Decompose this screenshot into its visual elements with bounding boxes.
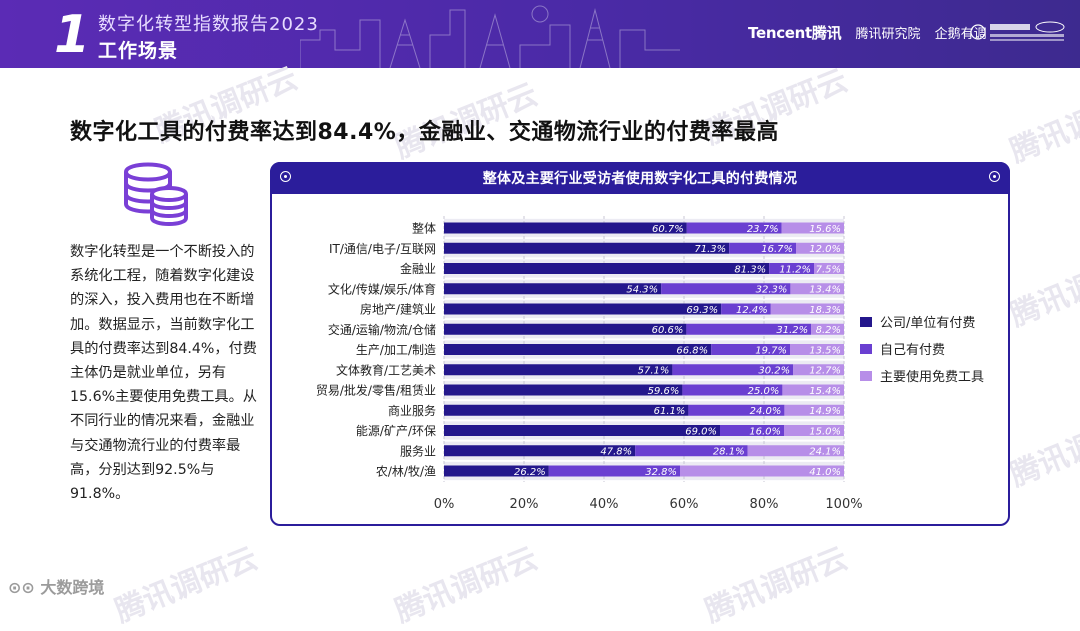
tencent-logo: Tencent腾讯 [748,24,842,42]
section-title: 工作场景 [98,40,179,62]
penguin-survey-logo: 企鹅有调 [934,27,987,42]
tencent-research-logo: 腾讯研究院 [855,27,921,42]
chart-title: 整体及主要行业受访者使用数字化工具的付费情况 [482,171,798,187]
watermark: 腾讯调研云 [1005,244,1080,334]
report-title: 数字化转型指数报告2023 [98,14,319,35]
watermark: 腾讯调研云 [700,540,853,630]
brand-icon: ⊙⊙ [8,578,35,597]
watermark: 腾讯调研云 [390,540,543,630]
city-skyline-decoration [300,5,680,68]
chart-panel: 整体及主要行业受访者使用数字化工具的付费情况 [270,162,1010,526]
brand-name: 大数跨境 [40,578,105,597]
panel-dot-icon [989,171,1000,182]
watermark: 腾讯调研云 [1005,404,1080,494]
section-number: 1 [54,5,91,65]
page-heading: 数字化工具的付费率达到84.4%，金融业、交通物流行业的付费率最高 [70,120,779,145]
watermark: 腾讯调研云 [1005,80,1080,170]
partner-logos: Tencent腾讯 腾讯研究院 企鹅有调 [748,22,997,43]
tsinghua-logo [970,21,1065,41]
description-text: 数字化转型是一个不断投入的系统化工程，随着数字化建设的深入，投入费用也在不断增加… [70,244,257,503]
database-icon [124,162,188,226]
footer-brand: ⊙⊙ 大数跨境 [8,574,104,598]
watermark: 腾讯调研云 [110,540,263,630]
panel-dot-icon [280,171,291,182]
chart-panel-header: 整体及主要行业受访者使用数字化工具的付费情况 [270,162,1010,194]
report-header: 1 数字化转型指数报告2023 工作场景 Tencent腾讯 腾讯研究院 企鹅有… [0,0,1080,68]
